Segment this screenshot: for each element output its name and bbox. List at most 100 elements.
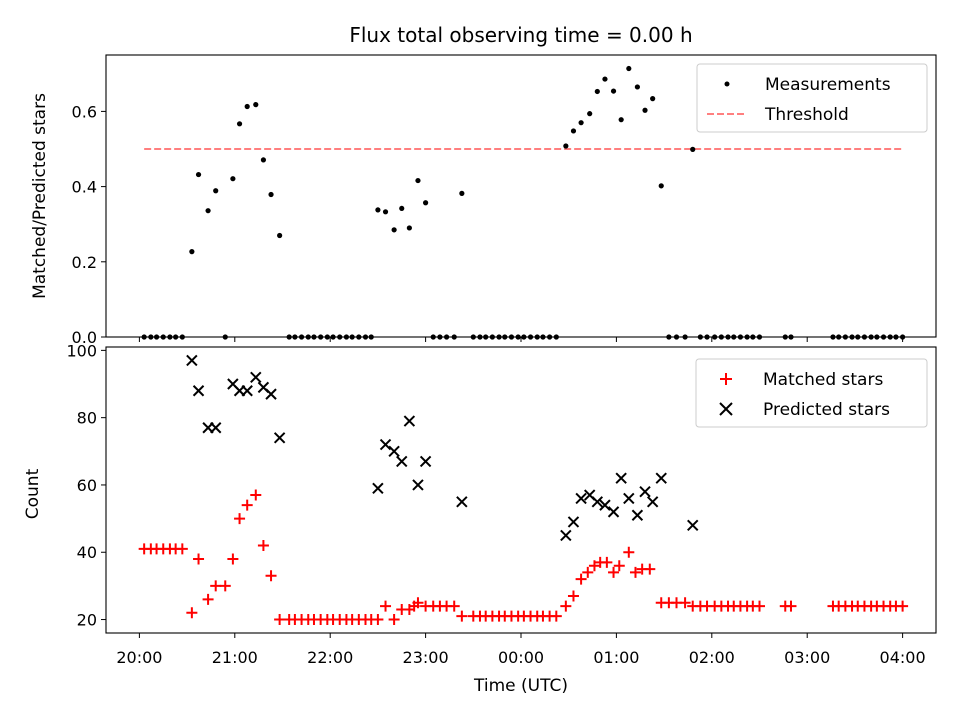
predicted-star-point: [575, 492, 587, 505]
measurement-point: [375, 207, 381, 213]
predicted-star-point: [250, 371, 262, 383]
top-panel: Flux total observing time = 0.00 h 0.00.…: [30, 23, 937, 347]
top-y-tick-label: 0.6: [72, 102, 97, 121]
predicted-star-point: [192, 385, 205, 397]
predicted-star-point: [396, 455, 408, 468]
bottom-legend-box: [695, 358, 928, 428]
measurement-point: [626, 65, 632, 72]
bottom-panel: 20 40 60 80 100 20:00 21:00 22:00 23:00 00:00 01:…: [23, 341, 937, 696]
matched-star-point: [601, 556, 613, 568]
matched-star-point: [265, 570, 277, 582]
matched-star-point: [582, 566, 594, 578]
measurement-point: [391, 227, 397, 233]
matched-star-point: [644, 563, 656, 575]
measurement-point: [244, 103, 250, 110]
matched-star-point: [448, 600, 460, 612]
matched-star-point: [186, 607, 198, 619]
top-y-tick-label: 0.4: [72, 178, 97, 197]
matched-star-point: [456, 610, 468, 622]
matched-star-point: [234, 513, 246, 525]
measurement-point: [189, 249, 195, 255]
matched-star-point: [629, 566, 641, 578]
predicted-star-point: [591, 496, 604, 508]
matched-star-point: [560, 600, 572, 612]
top-y-axis-label: Matched/Predicted stars: [30, 93, 50, 299]
matched-star-point: [219, 580, 231, 592]
top-y-tick-label: 0.2: [72, 253, 97, 272]
matched-star-point: [567, 590, 579, 602]
top-y-axis: 0.0 0.2 0.4 0.6: [72, 102, 106, 347]
x-tick-label: 02:00: [689, 648, 735, 667]
matched-star-point: [785, 600, 797, 612]
matched-star-point: [202, 593, 214, 605]
matched-star-point: [250, 489, 262, 501]
matched-star-point: [623, 546, 635, 558]
measurement-point: [236, 121, 243, 127]
legend-predicted-marker: [719, 402, 733, 416]
predicted-star-point: [646, 496, 659, 508]
predicted-star-point: [687, 519, 699, 532]
measurement-point: [195, 171, 202, 178]
predicted-star-point: [186, 354, 198, 367]
measurement-point: [415, 177, 421, 184]
bottom-y-tick-label: 40: [77, 543, 97, 562]
x-tick-label: 20:00: [116, 648, 162, 667]
measurement-point: [268, 191, 274, 198]
bottom-y-axis-label: Count: [23, 468, 43, 519]
measurement-point: [563, 143, 569, 149]
top-x-axis: [138, 337, 904, 342]
measurement-point: [650, 96, 656, 102]
bottom-y-tick-label: 60: [77, 476, 97, 495]
predicted-star-point: [639, 485, 651, 498]
bottom-y-tick-label: 80: [77, 409, 97, 428]
top-legend-box: [696, 63, 928, 133]
predicted-star-point: [412, 479, 424, 491]
measurement-point: [610, 88, 617, 94]
predicted-star-point: [607, 506, 620, 518]
matched-star-point: [257, 540, 269, 552]
top-plot-area: [141, 65, 906, 340]
measurement-point: [618, 117, 624, 123]
matched-star-point: [550, 610, 562, 622]
legend-matched-marker: [720, 373, 732, 385]
measurement-point: [658, 183, 664, 189]
measurement-point: [602, 76, 608, 82]
top-legend: Measurements Threshold: [696, 63, 928, 133]
measurement-point: [690, 146, 696, 152]
x-tick-label: 01:00: [593, 648, 639, 667]
measurement-point: [634, 84, 640, 90]
predicted-star-point: [599, 499, 611, 511]
matched-star-point: [193, 553, 205, 565]
bottom-y-axis: 20 40 60 80 100: [66, 341, 106, 630]
legend-measurements-marker: [724, 81, 730, 87]
x-tick-label: 04:00: [880, 648, 926, 667]
predicted-star-point: [419, 455, 432, 468]
predicted-star-point: [403, 415, 416, 427]
predicted-star-point: [241, 385, 253, 397]
matched-star-point: [412, 597, 424, 609]
measurement-point: [253, 102, 259, 108]
x-tick-label: 22:00: [307, 648, 353, 667]
x-tick-label: 23:00: [403, 648, 449, 667]
matched-star-point: [608, 566, 620, 578]
predicted-star-point: [623, 492, 635, 505]
matched-star-point: [274, 614, 286, 626]
predicted-star-point: [210, 422, 222, 434]
matched-star-point: [372, 614, 384, 626]
measurement-point: [642, 107, 648, 113]
matched-star-point: [679, 597, 691, 609]
x-axis-label: Time (UTC): [473, 676, 568, 696]
predicted-star-point: [655, 472, 667, 484]
matched-star-point: [380, 600, 392, 612]
matched-star-point: [575, 573, 587, 585]
x-tick-label: 00:00: [498, 648, 544, 667]
predicted-star-point: [456, 496, 468, 508]
predicted-star-point: [273, 432, 286, 444]
predicted-star-point: [379, 438, 392, 451]
legend-predicted-label: Predicted stars: [763, 400, 890, 420]
predicted-star-point: [265, 388, 277, 400]
measurement-point: [205, 208, 211, 214]
predicted-star-point: [388, 445, 400, 458]
predicted-star-point: [631, 509, 644, 521]
